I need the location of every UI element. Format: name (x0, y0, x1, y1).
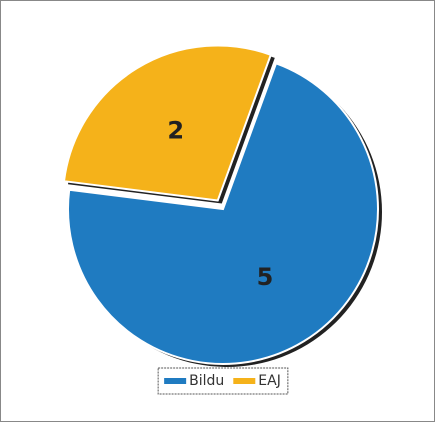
pie-slice (62, 44, 273, 202)
data-label: 2 (167, 117, 184, 145)
pie-slice (67, 62, 379, 365)
legend-label: EAJ (258, 373, 281, 389)
legend-swatch (233, 378, 256, 384)
legend-label: Bildu (189, 373, 224, 389)
legend-swatch (164, 378, 187, 384)
data-label: 5 (257, 263, 274, 291)
